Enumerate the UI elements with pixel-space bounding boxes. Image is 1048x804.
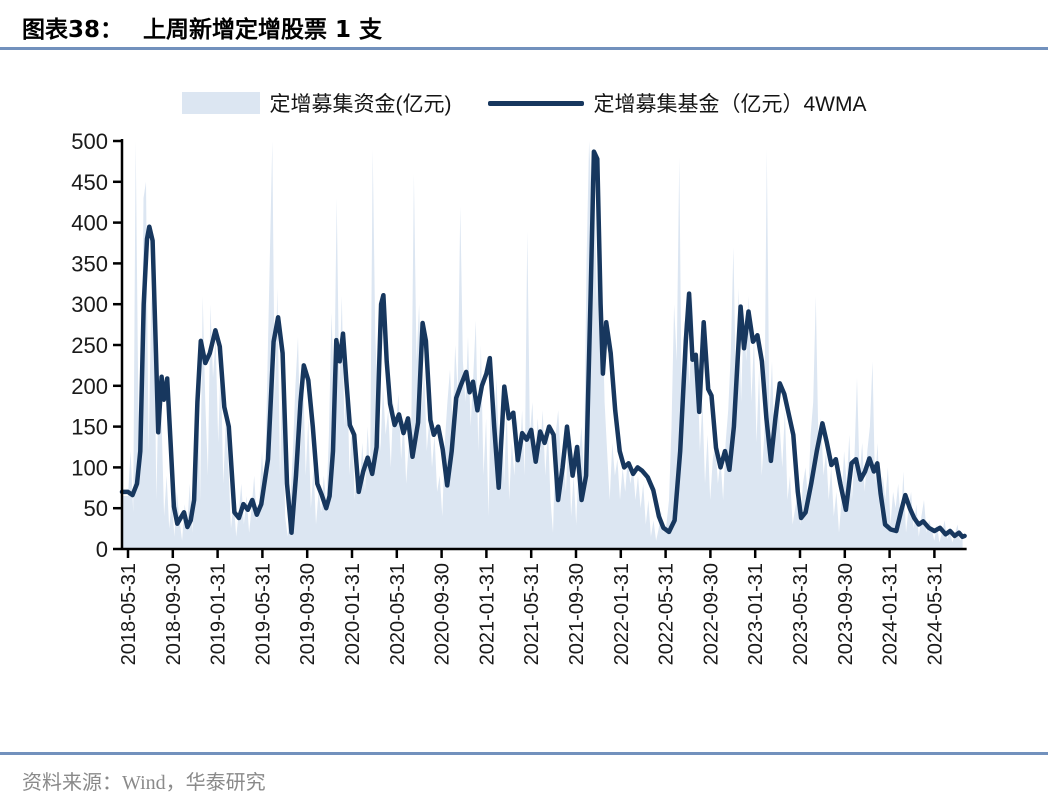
- x-tick-label: 2019-01-31: [208, 563, 230, 665]
- y-tick-label: 0: [96, 537, 108, 562]
- source-note: 资料来源：Wind，华泰研究: [22, 772, 266, 794]
- figure-title-row: 图表38： 上周新增定增股票 1 支: [22, 10, 382, 44]
- placement-fundraising-chart: 0 50 100 150 200 250 300 350 400 450 500 2018-05-3…: [71, 129, 967, 665]
- chart-legend: 定增募集资金(亿元) 定增募集基金（亿元）4WMA: [0, 88, 1048, 118]
- y-tick-label: 200: [71, 374, 108, 399]
- x-tick-label: 2020-01-31: [342, 563, 364, 665]
- figure-title: 上周新增定增股票 1 支: [143, 17, 383, 43]
- x-tick-label: 2021-09-30: [566, 563, 588, 665]
- x-tick-label: 2023-05-31: [790, 563, 812, 665]
- x-tick-label: 2020-09-30: [432, 563, 454, 665]
- x-tick-label: 2021-01-31: [476, 563, 498, 665]
- x-tick-label: 2024-05-31: [924, 563, 946, 665]
- y-tick-label: 150: [71, 415, 108, 440]
- x-tick-label: 2021-05-31: [521, 563, 543, 665]
- x-tick-label: 2022-05-31: [656, 563, 678, 665]
- legend-item-line: 定增募集基金（亿元）4WMA: [487, 88, 867, 118]
- y-tick-label: 400: [71, 211, 108, 236]
- footer-divider: [0, 752, 1048, 755]
- legend-line-label: 定增募集基金（亿元）4WMA: [593, 93, 867, 116]
- legend-item-area: 定增募集资金(亿元): [181, 88, 452, 118]
- x-tick-label: 2019-09-30: [297, 563, 319, 665]
- y-tick-label: 450: [71, 170, 108, 195]
- x-tick-label: 2018-09-30: [163, 563, 185, 665]
- line-swatch: [487, 100, 584, 106]
- area-swatch: [181, 92, 260, 114]
- x-tick-label: 2022-01-31: [611, 563, 633, 665]
- y-tick-label: 300: [71, 292, 108, 317]
- line-series-4wma: [119, 149, 967, 540]
- x-tick-label: 2022-09-30: [700, 563, 722, 665]
- x-tick-label: 2023-01-31: [745, 563, 767, 665]
- x-tick-label: 2019-05-31: [252, 563, 274, 665]
- x-tick-label: 2018-05-31: [118, 563, 140, 665]
- y-tick-label: 100: [71, 455, 108, 480]
- y-axis-tick-labels: 0 50 100 150 200 250 300 350 400 450 500: [71, 129, 122, 562]
- x-axis-tick-labels: 2018-05-31 2018-09-30 2019-01-31 2019-05-31…: [118, 549, 946, 665]
- x-tick-label: 2023-09-30: [835, 563, 857, 665]
- area-series: [122, 141, 963, 549]
- y-tick-label: 50: [84, 496, 108, 521]
- figure-label: 图表38：: [22, 17, 124, 43]
- legend-area-label: 定增募集资金(亿元): [269, 93, 452, 116]
- x-tick-label: 2020-05-31: [387, 563, 409, 665]
- y-tick-label: 500: [71, 129, 108, 154]
- x-tick-label: 2024-01-31: [880, 563, 902, 665]
- y-tick-label: 350: [71, 251, 108, 276]
- y-tick-label: 250: [71, 333, 108, 358]
- title-divider: [0, 47, 1048, 50]
